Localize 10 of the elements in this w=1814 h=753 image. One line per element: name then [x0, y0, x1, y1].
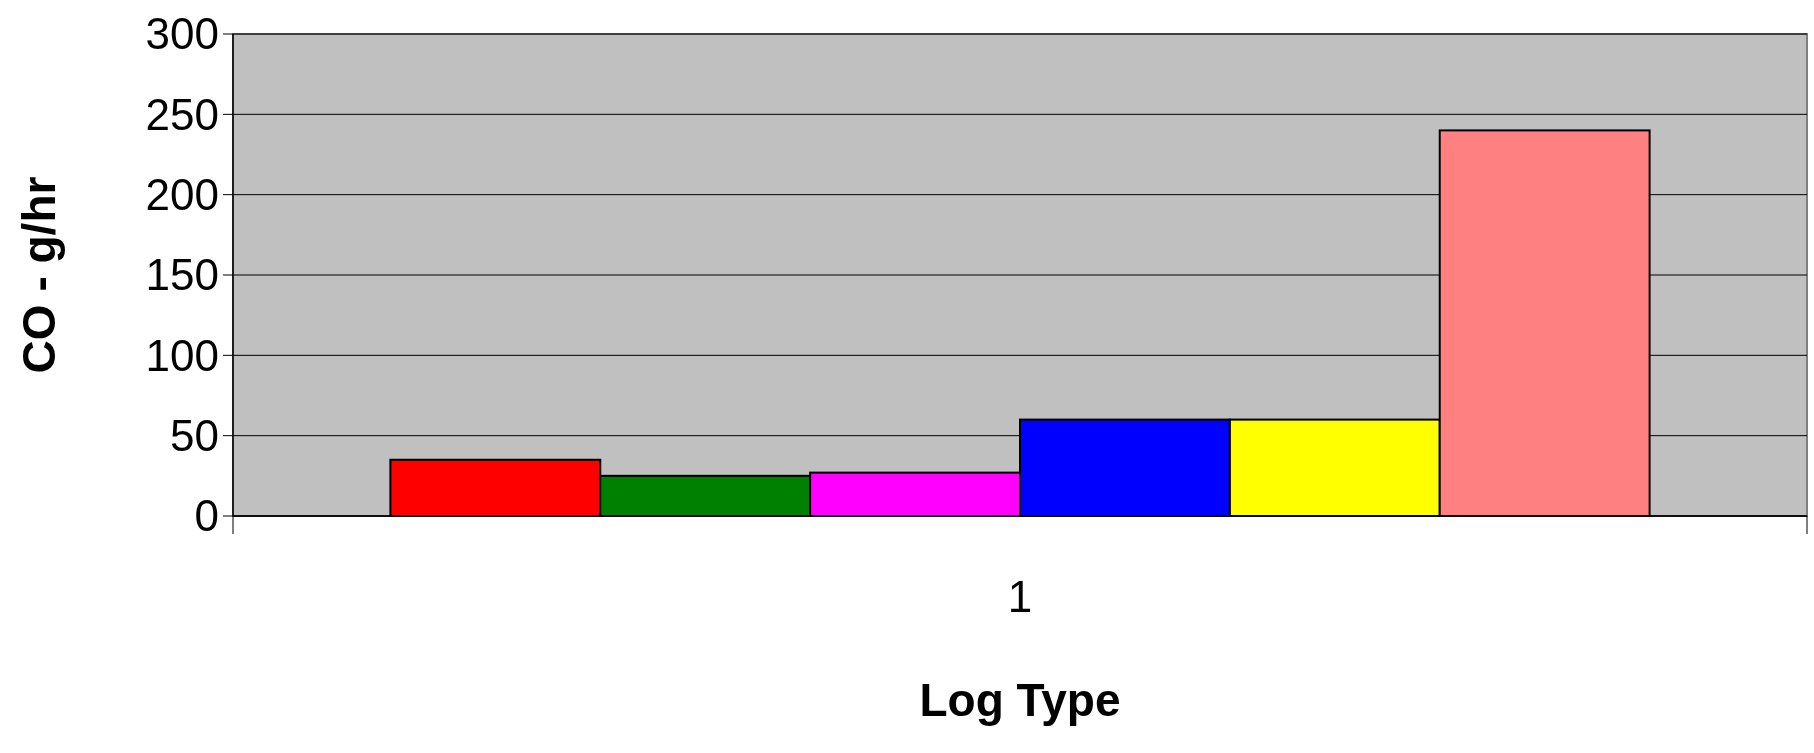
y-axis-title: CO - g/hr — [13, 176, 65, 374]
y-tick-label: 150 — [145, 250, 219, 300]
x-tick-label: 1 — [1007, 572, 1033, 621]
y-tick-label: 300 — [145, 9, 219, 59]
y-tick-label: 200 — [145, 170, 219, 220]
y-tick-label: 0 — [194, 491, 219, 541]
y-tick-label: 50 — [170, 411, 219, 461]
y-tick-label: 250 — [145, 89, 219, 139]
x-axis-title: Log Type — [919, 674, 1121, 726]
y-tick-label: 100 — [145, 330, 219, 380]
